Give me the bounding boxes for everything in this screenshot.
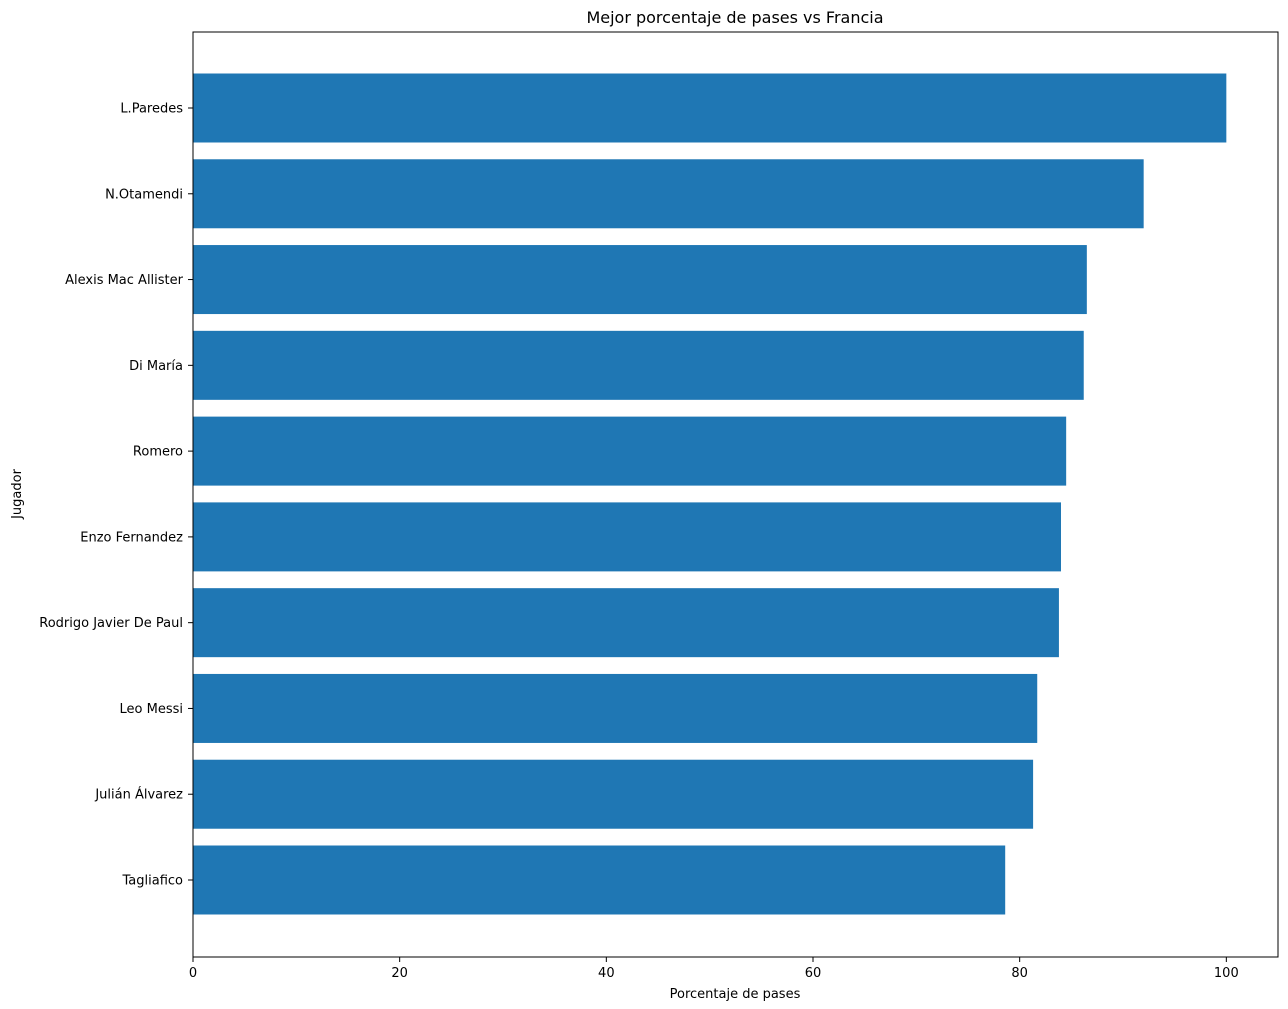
x-tick-label: 80 <box>1011 966 1028 981</box>
x-tick-label: 60 <box>805 966 822 981</box>
y-tick-label: L.Paredes <box>120 102 183 117</box>
bar-enzo-fernandez <box>193 502 1061 572</box>
y-axis-ticks: L.Paredes N.Otamendi Alexis Mac Allister Di… <box>39 102 193 889</box>
y-tick-label: Rodrigo Javier De Paul <box>39 616 183 631</box>
x-tick-label: 0 <box>189 966 197 981</box>
bar-n-otamendi <box>193 159 1144 229</box>
y-tick-label: Di María <box>129 359 183 374</box>
bar-rodrigo-javier-de-paul <box>193 588 1059 658</box>
x-axis-ticks: 0 20 40 60 80 100 <box>189 957 1239 981</box>
bar-romero <box>193 416 1067 486</box>
y-tick-label: Tagliafico <box>122 874 184 889</box>
x-tick-label: 40 <box>598 966 615 981</box>
bar-l-paredes <box>193 73 1227 143</box>
y-tick-label: Romero <box>133 445 183 460</box>
bar-tagliafico <box>193 845 1006 915</box>
bar-di-maria <box>193 330 1084 400</box>
y-axis-label: Jugador <box>10 468 25 519</box>
x-tick-label: 20 <box>391 966 408 981</box>
bar-alexis-mac-allister <box>193 245 1087 315</box>
x-axis-label: Porcentaje de pases <box>670 987 801 1002</box>
bar-julian-alvarez <box>193 759 1034 829</box>
y-tick-label: N.Otamendi <box>105 187 183 202</box>
y-tick-label: Julián Álvarez <box>94 787 183 803</box>
y-tick-label: Leo Messi <box>120 702 183 717</box>
bar-leo-messi <box>193 673 1038 743</box>
y-tick-label: Alexis Mac Allister <box>65 273 184 288</box>
chart-title: Mejor porcentaje de pases vs Francia <box>586 8 883 27</box>
bars-group <box>193 73 1227 915</box>
plot-frame <box>192 31 1279 958</box>
x-tick-label: 100 <box>1214 966 1239 981</box>
y-tick-label: Enzo Fernandez <box>80 530 183 545</box>
